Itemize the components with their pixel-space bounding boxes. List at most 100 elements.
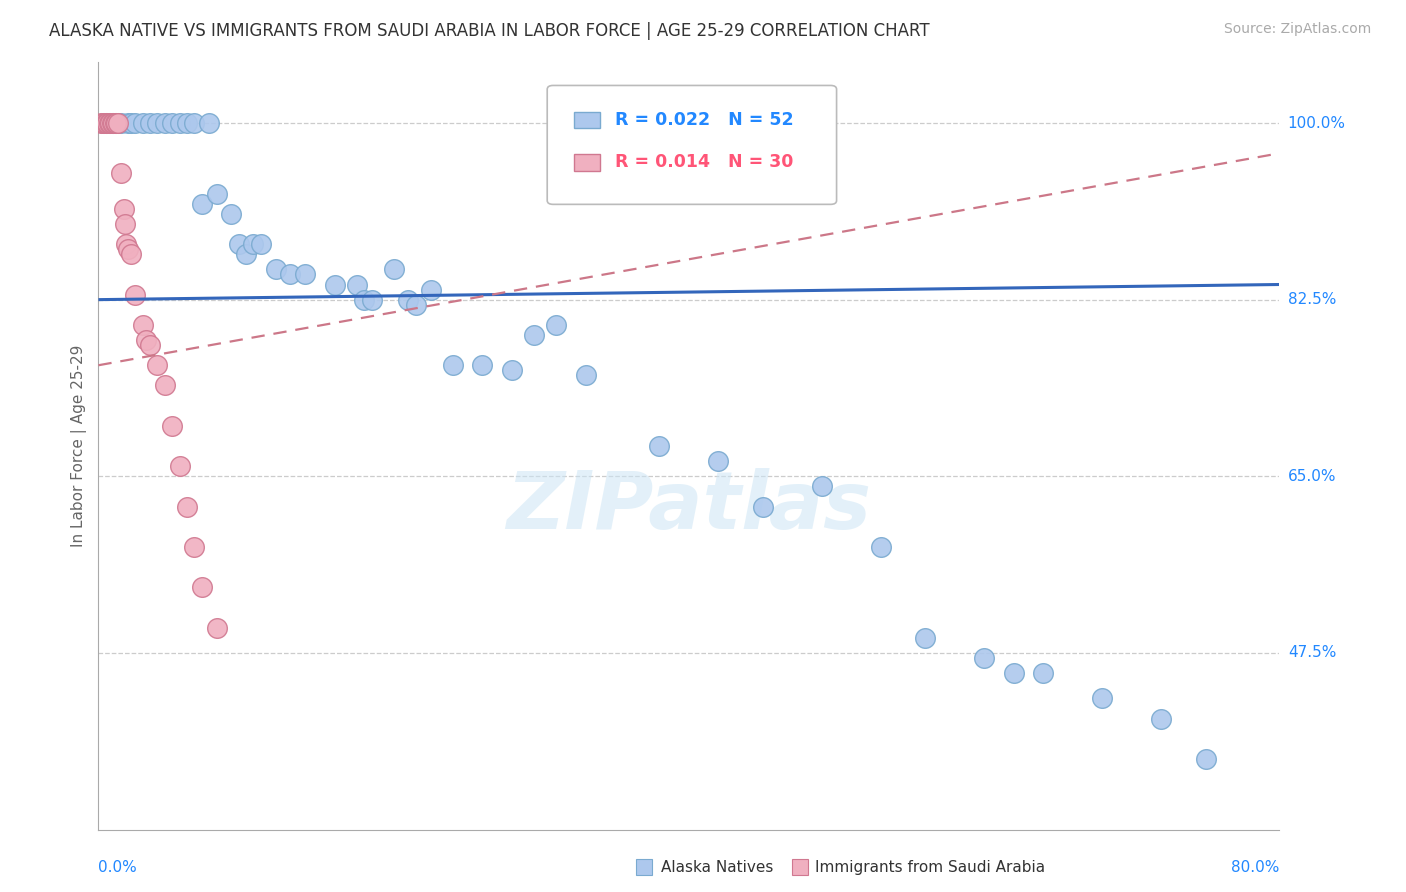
Point (1032, 666, 1054, 681)
Point (346, 277, 368, 292)
Point (90, 116, 112, 130)
Point (103, 116, 125, 130)
Point (146, 358, 169, 372)
Point (323, 277, 346, 292)
Point (98, 116, 121, 130)
Point (169, 459, 191, 474)
Point (110, 166, 132, 180)
Bar (792, 859, 808, 875)
Point (441, 358, 464, 372)
Point (146, 116, 169, 130)
Point (294, 268, 316, 282)
Point (870, 540, 893, 554)
Point (280, 268, 302, 282)
Point (221, 207, 243, 221)
Point (162, 418, 183, 433)
Bar (575, 153, 600, 170)
Point (153, 378, 176, 392)
Point (523, 328, 546, 343)
Text: 0.0%: 0.0% (98, 860, 138, 875)
Point (235, 247, 257, 261)
Point (96, 116, 118, 130)
Point (752, 500, 775, 514)
Point (103, 116, 125, 130)
Bar (575, 112, 600, 128)
Point (139, 338, 162, 352)
Point (107, 116, 129, 130)
Point (191, 580, 214, 594)
Point (228, 237, 250, 252)
Point (810, 479, 832, 493)
Point (250, 237, 273, 252)
FancyBboxPatch shape (547, 86, 837, 204)
Point (1150, 712, 1173, 726)
Point (93, 116, 115, 130)
Point (360, 293, 382, 307)
Point (97, 116, 120, 130)
Point (471, 358, 494, 372)
Point (546, 318, 568, 332)
Point (1091, 691, 1114, 706)
Point (115, 237, 138, 252)
Point (914, 631, 936, 645)
Point (132, 318, 155, 332)
Point (112, 202, 135, 216)
Point (973, 651, 995, 665)
Point (139, 116, 162, 130)
Point (382, 262, 405, 277)
Point (1002, 666, 1025, 681)
Point (104, 116, 127, 130)
Point (419, 283, 441, 297)
Text: 80.0%: 80.0% (1232, 860, 1279, 875)
Point (100, 116, 122, 130)
Text: 82.5%: 82.5% (1288, 293, 1336, 307)
Point (176, 500, 198, 514)
Point (176, 116, 198, 130)
Text: Source: ZipAtlas.com: Source: ZipAtlas.com (1223, 22, 1371, 37)
Text: 100.0%: 100.0% (1288, 115, 1346, 130)
Point (114, 217, 136, 231)
Point (94, 116, 117, 130)
Text: R = 0.022   N = 52: R = 0.022 N = 52 (614, 111, 793, 129)
Bar (636, 859, 652, 875)
Point (105, 116, 128, 130)
Point (110, 116, 132, 130)
Point (132, 116, 155, 130)
Point (135, 333, 157, 347)
Text: ALASKA NATIVE VS IMMIGRANTS FROM SAUDI ARABIA IN LABOR FORCE | AGE 25-29 CORRELA: ALASKA NATIVE VS IMMIGRANTS FROM SAUDI A… (49, 22, 929, 40)
Point (169, 116, 191, 130)
Point (575, 368, 598, 383)
Text: Immigrants from Saudi Arabia: Immigrants from Saudi Arabia (815, 860, 1046, 874)
Text: ZIPatlas: ZIPatlas (506, 468, 872, 547)
Point (264, 262, 287, 277)
Point (120, 247, 142, 261)
Point (124, 116, 146, 130)
Point (120, 116, 142, 130)
Point (205, 186, 228, 201)
Point (91, 116, 114, 130)
Point (153, 116, 176, 130)
Point (1195, 752, 1218, 766)
Point (105, 116, 128, 130)
Point (205, 621, 228, 635)
Point (398, 293, 420, 307)
Point (162, 116, 183, 130)
Point (707, 454, 730, 468)
Point (198, 116, 221, 130)
Point (191, 196, 214, 211)
Point (117, 242, 139, 256)
Y-axis label: In Labor Force | Age 25-29: In Labor Force | Age 25-29 (72, 345, 87, 547)
Point (117, 116, 139, 130)
Point (501, 363, 523, 377)
Point (124, 287, 146, 301)
Point (405, 298, 427, 312)
Text: 65.0%: 65.0% (1288, 469, 1336, 483)
Text: 47.5%: 47.5% (1288, 646, 1336, 660)
Point (242, 237, 264, 252)
Point (94, 116, 117, 130)
Text: R = 0.014   N = 30: R = 0.014 N = 30 (614, 153, 793, 171)
Point (648, 439, 671, 453)
Point (183, 116, 205, 130)
Text: Alaska Natives: Alaska Natives (661, 860, 773, 874)
Point (183, 540, 205, 554)
